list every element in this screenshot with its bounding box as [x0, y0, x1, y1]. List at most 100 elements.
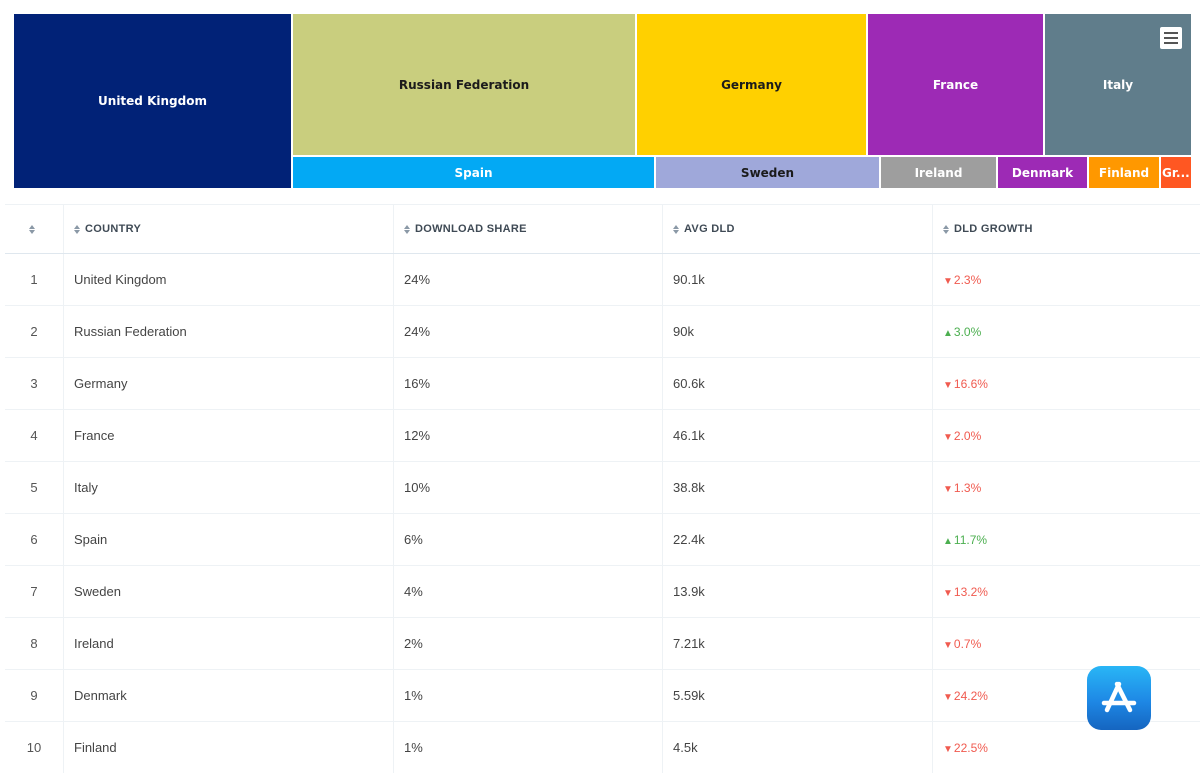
tile-label: Finland	[1098, 165, 1150, 180]
tile-label: Gr...	[1162, 165, 1190, 180]
header-download-share[interactable]: DOWNLOAD SHARE	[394, 205, 663, 253]
tile-label: France	[932, 77, 979, 92]
treemap-tile-france[interactable]: France	[867, 13, 1044, 156]
triangle-down-icon: ▼	[943, 379, 953, 391]
tile-label: Sweden	[740, 165, 795, 180]
sort-icon	[943, 224, 949, 234]
avg-dld-cell: 90k	[663, 306, 933, 357]
rank-cell: 9	[5, 670, 64, 721]
tile-label: Spain	[454, 165, 493, 180]
treemap-tile-finland[interactable]: Finland	[1088, 156, 1160, 189]
table-row[interactable]: 2 Russian Federation 24% 90k ▲3.0%	[5, 306, 1200, 358]
dld-growth-cell: ▲3.0%	[933, 306, 1200, 357]
table-header: COUNTRY DOWNLOAD SHARE AVG DLD DLD GROWT…	[5, 204, 1200, 254]
download-share-cell: 1%	[394, 670, 663, 721]
download-share-cell: 4%	[394, 566, 663, 617]
table-row[interactable]: 8 Ireland 2% 7.21k ▼0.7%	[5, 618, 1200, 670]
dld-growth-cell: ▼13.2%	[933, 566, 1200, 617]
rank-cell: 8	[5, 618, 64, 669]
treemap-tile-sweden[interactable]: Sweden	[655, 156, 880, 189]
sort-icon	[28, 224, 35, 234]
rank-cell: 4	[5, 410, 64, 461]
treemap-tile-germany[interactable]: Germany	[636, 13, 867, 156]
header-download-share-label: DOWNLOAD SHARE	[415, 223, 527, 235]
tile-label: Germany	[721, 77, 782, 92]
treemap-tile-spain[interactable]: Spain	[292, 156, 655, 189]
table-row[interactable]: 4 France 12% 46.1k ▼2.0%	[5, 410, 1200, 462]
growth-value: ▲11.7%	[943, 533, 987, 547]
growth-value: ▼0.7%	[943, 637, 981, 651]
growth-text: 1.3%	[953, 480, 982, 495]
triangle-down-icon: ▼	[943, 275, 953, 287]
download-share-cell: 1%	[394, 722, 663, 773]
treemap-tile-russian-federation[interactable]: Russian Federation	[292, 13, 636, 156]
download-share-cell: 10%	[394, 462, 663, 513]
tile-label: United Kingdom	[98, 94, 207, 108]
avg-dld-cell: 60.6k	[663, 358, 933, 409]
treemap-tile-united-kingdom[interactable]: United Kingdom	[13, 13, 292, 189]
growth-text: 3.0%	[953, 324, 982, 339]
triangle-up-icon: ▲	[943, 535, 953, 547]
header-country[interactable]: COUNTRY	[64, 205, 394, 253]
tile-label: Russian Federation	[398, 77, 530, 92]
dld-growth-cell: ▼0.7%	[933, 618, 1200, 669]
tile-label: Denmark	[1011, 165, 1074, 180]
triangle-down-icon: ▼	[943, 639, 953, 651]
dld-growth-cell: ▼2.0%	[933, 410, 1200, 461]
header-avg-dld-label: AVG DLD	[684, 223, 735, 235]
treemap-tile-greece[interactable]: Gr...	[1160, 156, 1192, 189]
table-row[interactable]: 6 Spain 6% 22.4k ▲11.7%	[5, 514, 1200, 566]
table-row[interactable]: 9 Denmark 1% 5.59k ▼24.2%	[5, 670, 1200, 722]
growth-value: ▼16.6%	[943, 377, 988, 391]
treemap-tile-ireland[interactable]: Ireland	[880, 156, 997, 189]
country-cell: Italy	[64, 462, 394, 513]
header-dld-growth[interactable]: DLD GROWTH	[933, 205, 1200, 253]
growth-value: ▼24.2%	[943, 689, 988, 703]
growth-text: 2.0%	[953, 428, 982, 443]
download-share-cell: 24%	[394, 254, 663, 305]
dld-growth-cell: ▼1.3%	[933, 462, 1200, 513]
download-share-cell: 24%	[394, 306, 663, 357]
triangle-down-icon: ▼	[943, 743, 953, 755]
triangle-up-icon: ▲	[943, 327, 953, 339]
country-cell: United Kingdom	[64, 254, 394, 305]
sort-icon	[74, 224, 80, 234]
growth-value: ▲3.0%	[943, 325, 981, 339]
header-rank[interactable]	[5, 205, 64, 253]
download-share-cell: 2%	[394, 618, 663, 669]
rank-cell: 3	[5, 358, 64, 409]
country-cell: France	[64, 410, 394, 461]
table-row[interactable]: 1 United Kingdom 24% 90.1k ▼2.3%	[5, 254, 1200, 306]
dld-growth-cell: ▼24.2%	[933, 670, 1200, 721]
table-row[interactable]: 10 Finland 1% 4.5k ▼22.5%	[5, 722, 1200, 773]
table-body: 1 United Kingdom 24% 90.1k ▼2.3% 2 Russian Fed…	[5, 254, 1200, 773]
growth-text: 24.2%	[953, 688, 988, 703]
hamburger-icon	[1164, 32, 1178, 44]
growth-text: 13.2%	[953, 584, 988, 599]
table-row[interactable]: 3 Germany 16% 60.6k ▼16.6%	[5, 358, 1200, 410]
country-cell: Sweden	[64, 566, 394, 617]
table-row[interactable]: 7 Sweden 4% 13.9k ▼13.2%	[5, 566, 1200, 618]
growth-value: ▼2.0%	[943, 429, 981, 443]
treemap-tile-denmark[interactable]: Denmark	[997, 156, 1088, 189]
rank-cell: 10	[5, 722, 64, 773]
chart-menu-button[interactable]	[1160, 27, 1182, 49]
avg-dld-cell: 4.5k	[663, 722, 933, 773]
dld-growth-cell: ▼22.5%	[933, 722, 1200, 773]
growth-text: 0.7%	[953, 636, 982, 651]
triangle-down-icon: ▼	[943, 587, 953, 599]
table-row[interactable]: 5 Italy 10% 38.8k ▼1.3%	[5, 462, 1200, 514]
sort-icon	[404, 224, 410, 234]
header-avg-dld[interactable]: AVG DLD	[663, 205, 933, 253]
growth-text: 16.6%	[953, 376, 988, 391]
header-country-label: COUNTRY	[85, 223, 142, 235]
triangle-down-icon: ▼	[943, 483, 953, 495]
country-cell: Germany	[64, 358, 394, 409]
dld-growth-cell: ▼2.3%	[933, 254, 1200, 305]
download-share-cell: 6%	[394, 514, 663, 565]
avg-dld-cell: 13.9k	[663, 566, 933, 617]
growth-text: 2.3%	[953, 272, 982, 287]
country-cell: Finland	[64, 722, 394, 773]
country-cell: Spain	[64, 514, 394, 565]
rank-cell: 6	[5, 514, 64, 565]
